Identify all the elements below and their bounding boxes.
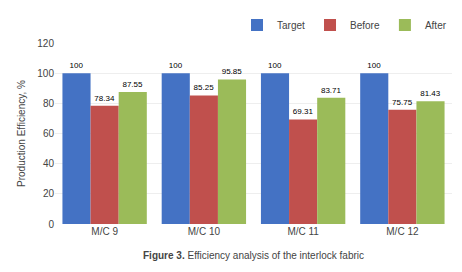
svg-text:20: 20 bbox=[43, 188, 55, 199]
svg-text:78.34: 78.34 bbox=[94, 94, 115, 103]
svg-text:Before: Before bbox=[350, 20, 380, 31]
svg-text:120: 120 bbox=[37, 38, 54, 49]
svg-text:M/C 12: M/C 12 bbox=[386, 226, 419, 237]
svg-text:60: 60 bbox=[43, 128, 55, 139]
svg-text:87.55: 87.55 bbox=[122, 80, 143, 89]
svg-text:100: 100 bbox=[169, 61, 183, 70]
svg-text:85.25: 85.25 bbox=[194, 83, 215, 92]
svg-text:83.71: 83.71 bbox=[321, 86, 342, 95]
svg-text:M/C 9: M/C 9 bbox=[91, 226, 118, 237]
svg-text:40: 40 bbox=[43, 158, 55, 169]
svg-text:81.43: 81.43 bbox=[420, 89, 441, 98]
svg-text:69.31: 69.31 bbox=[293, 107, 314, 116]
svg-text:0: 0 bbox=[48, 219, 54, 230]
svg-text:95.85: 95.85 bbox=[222, 67, 243, 76]
svg-text:75.75: 75.75 bbox=[392, 98, 413, 107]
svg-text:100: 100 bbox=[70, 61, 84, 70]
svg-text:Production Efficiency, %: Production Efficiency, % bbox=[16, 80, 27, 187]
svg-text:Target: Target bbox=[277, 20, 305, 31]
svg-text:80: 80 bbox=[43, 98, 55, 109]
svg-text:100: 100 bbox=[37, 68, 54, 79]
svg-text:100: 100 bbox=[367, 61, 381, 70]
svg-text:Figure 3. Efficiency analysis: Figure 3. Efficiency analysis of the int… bbox=[143, 250, 364, 261]
svg-text:100: 100 bbox=[268, 61, 282, 70]
svg-text:M/C 10: M/C 10 bbox=[188, 226, 221, 237]
svg-text:M/C 11: M/C 11 bbox=[287, 226, 319, 237]
svg-text:After: After bbox=[425, 20, 447, 31]
